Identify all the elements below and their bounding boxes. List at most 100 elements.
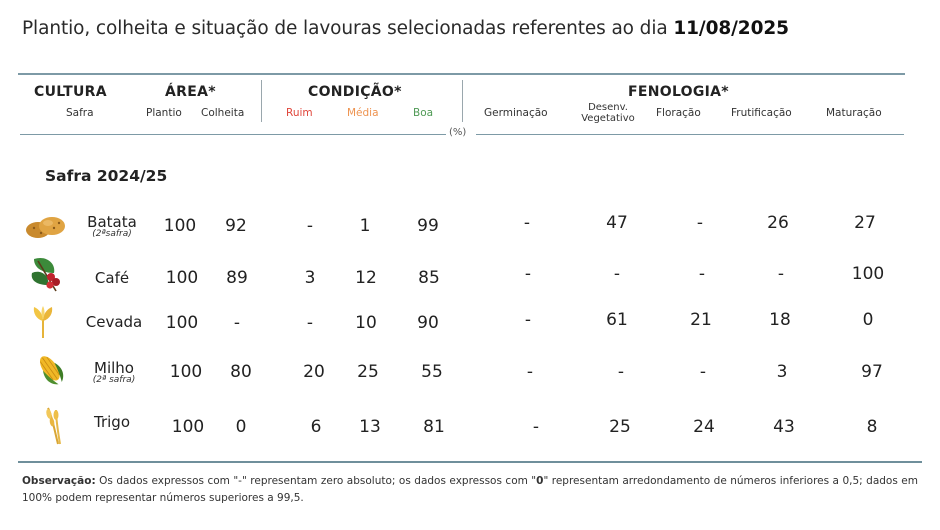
cell-desenv: 61 — [606, 310, 628, 330]
cell-maturacao: 27 — [854, 213, 876, 233]
cell-ruim: - — [306, 313, 314, 333]
header-desenv-vegetativo: Desenv. Vegetativo — [572, 102, 644, 124]
crop-name: Batata (2ªsafra) — [82, 213, 142, 240]
header-ruim: Ruim — [286, 107, 313, 119]
footnote-zero: 0 — [536, 475, 544, 487]
cell-germinacao: - — [524, 310, 532, 330]
crop-label: Trigo — [94, 413, 130, 431]
cell-frutificacao: - — [777, 264, 785, 284]
cell-frutificacao: 18 — [769, 310, 791, 330]
cell-media: 1 — [359, 216, 371, 236]
footnote-rule — [18, 461, 922, 463]
cell-frutificacao: 43 — [773, 417, 795, 437]
footnote-label: Observação: — [22, 475, 96, 487]
header-bottom-rule-right — [476, 134, 904, 135]
unit-label: (%) — [447, 127, 469, 138]
crop-label: Café — [94, 269, 130, 287]
header-top-rule — [18, 73, 905, 75]
header-frutificacao: Frutificação — [731, 107, 792, 119]
cell-maturacao: 0 — [862, 310, 874, 330]
footnote-text-1: Os dados expressos com "-" representam z… — [95, 475, 537, 487]
table-row: Milho (2ª safra) 100 80 20 25 55 - - - 3… — [0, 352, 940, 392]
table-row: Café 100 89 3 12 85 - - - - 100 — [0, 257, 940, 297]
section-label: Safra 2024/25 — [45, 167, 168, 185]
footnote: Observação: Os dados expressos com "-" r… — [22, 473, 918, 507]
cell-floracao: - — [696, 213, 704, 233]
crop-label: Cevada — [85, 313, 143, 331]
header-boa: Boa — [413, 107, 434, 119]
cell-ruim: 3 — [304, 268, 316, 288]
crop-note: (2ªsafra) — [92, 229, 132, 239]
corn-icon — [32, 352, 70, 392]
crop-name: Cevada — [82, 313, 146, 331]
header-media: Média — [347, 107, 379, 119]
header-fenologia: FENOLOGIA* — [628, 84, 729, 100]
footnote-text-2: " representam arredondamento de números … — [22, 475, 918, 504]
cell-maturacao: 100 — [851, 264, 885, 284]
header-separator — [462, 80, 463, 122]
header-plantio: Plantio — [146, 107, 182, 119]
header-cultura: CULTURA — [34, 84, 107, 100]
header-germinacao: Germinação — [484, 107, 548, 119]
table-row: Batata (2ªsafra) 100 92 - 1 99 - 47 - 26… — [0, 205, 940, 245]
cell-media: 10 — [355, 313, 377, 333]
cell-germinacao: - — [524, 264, 532, 284]
cell-colheita: 89 — [226, 268, 248, 288]
cell-media: 13 — [359, 417, 381, 437]
crop-label: Milho — [94, 359, 134, 377]
cell-germinacao: - — [523, 213, 531, 233]
cell-floracao: - — [699, 362, 707, 382]
cell-floracao: 21 — [690, 310, 712, 330]
table-row: Trigo 100 0 6 13 81 - 25 24 43 8 — [0, 404, 940, 445]
cell-ruim: - — [306, 216, 314, 236]
cell-frutificacao: 26 — [767, 213, 789, 233]
cell-boa: 81 — [423, 417, 445, 437]
cell-boa: 85 — [418, 268, 440, 288]
cell-colheita: 92 — [225, 216, 247, 236]
cell-plantio: 100 — [169, 362, 203, 382]
cell-media: 25 — [357, 362, 379, 382]
title-text: Plantio, colheita e situação de lavouras… — [22, 18, 674, 39]
header-condicao: CONDIÇÃO* — [308, 84, 402, 100]
cell-frutificacao: 3 — [776, 362, 788, 382]
cell-ruim: 6 — [310, 417, 322, 437]
crop-name: Trigo — [82, 413, 142, 431]
cell-plantio: 100 — [165, 313, 199, 333]
cell-boa: 99 — [417, 216, 439, 236]
cell-desenv: 47 — [606, 213, 628, 233]
cell-maturacao: 8 — [866, 417, 878, 437]
cell-plantio: 100 — [163, 216, 197, 236]
header-desenv-line2: Vegetativo — [581, 113, 635, 124]
cell-colheita: - — [233, 313, 241, 333]
crop-label: Batata — [87, 213, 137, 231]
header-desenv-line1: Desenv. — [588, 102, 628, 113]
crop-name: Milho (2ª safra) — [82, 359, 146, 386]
header-separator — [261, 80, 262, 122]
wheat-icon — [40, 406, 72, 450]
potato-icon — [24, 213, 68, 245]
cell-desenv: - — [617, 362, 625, 382]
title-date: 11/08/2025 — [673, 18, 789, 39]
cell-desenv: 25 — [609, 417, 631, 437]
crop-name: Café — [82, 269, 142, 287]
cell-boa: 55 — [421, 362, 443, 382]
page-title: Plantio, colheita e situação de lavouras… — [22, 18, 789, 39]
header-safra: Safra — [66, 107, 94, 119]
cell-plantio: 100 — [171, 417, 205, 437]
cell-plantio: 100 — [165, 268, 199, 288]
header-colheita: Colheita — [201, 107, 245, 119]
table-row: Cevada 100 - - 10 90 - 61 21 18 0 — [0, 305, 940, 345]
cell-maturacao: 97 — [861, 362, 883, 382]
cell-desenv: - — [613, 264, 621, 284]
cell-colheita: 0 — [235, 417, 247, 437]
cell-colheita: 80 — [230, 362, 252, 382]
crop-note: (2ª safra) — [92, 375, 136, 385]
cell-floracao: - — [698, 264, 706, 284]
cell-media: 12 — [355, 268, 377, 288]
cell-germinacao: - — [526, 362, 534, 382]
header-area: ÁREA* — [165, 84, 216, 100]
barley-icon — [30, 305, 56, 343]
cell-ruim: 20 — [303, 362, 325, 382]
cell-germinacao: - — [532, 417, 540, 437]
coffee-icon — [26, 255, 66, 299]
